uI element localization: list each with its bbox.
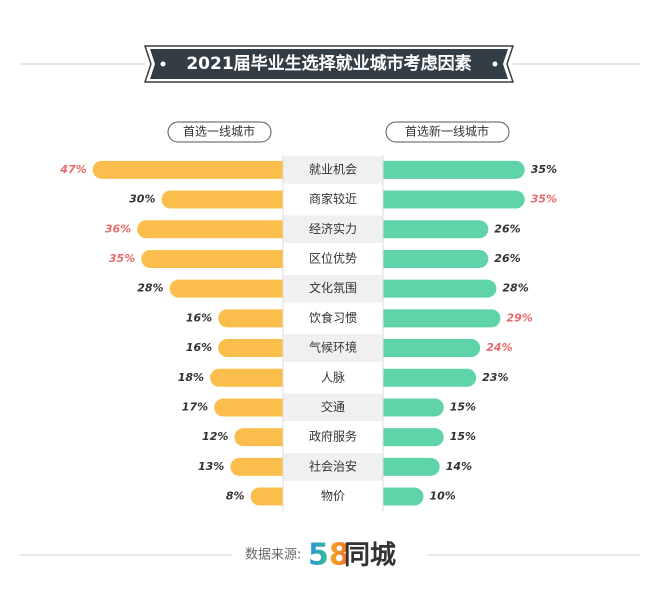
bar: [383, 428, 444, 447]
bar: [383, 457, 440, 476]
value-label: 13%: [198, 460, 224, 473]
category-cell: [283, 215, 383, 244]
category-label: 就业机会: [309, 162, 357, 176]
bar: [169, 279, 283, 298]
category-label: 物价: [321, 489, 345, 503]
legend-pill: [167, 121, 272, 143]
value-label: 16%: [186, 311, 212, 324]
value-label: 15%: [450, 400, 476, 413]
category-cell: [283, 185, 383, 214]
category-cell: [283, 453, 383, 481]
bar: [383, 220, 489, 239]
value-label: 30%: [129, 193, 155, 206]
bar: [383, 190, 525, 209]
value-label: 35%: [531, 163, 557, 176]
bar: [383, 160, 525, 179]
value-label: 23%: [482, 371, 508, 384]
value-label: 35%: [109, 252, 135, 265]
category-label: 文化氛围: [309, 280, 357, 295]
category-cell: [283, 304, 383, 333]
category-label: 饮食习惯: [309, 310, 357, 325]
bar: [137, 220, 283, 239]
banner: [150, 49, 508, 79]
source-label: 数据来源:: [245, 548, 301, 563]
bar: [218, 339, 283, 358]
legend-label: 首选新一线城市: [405, 124, 489, 139]
value-label: 8%: [226, 490, 245, 503]
bar: [383, 339, 481, 358]
value-label: 18%: [178, 371, 204, 384]
bar: [210, 368, 283, 387]
value-label: 12%: [202, 430, 228, 443]
dot: [492, 61, 498, 67]
category-cell: [283, 423, 383, 451]
value-label: 26%: [494, 252, 520, 265]
category-cell: [283, 363, 383, 392]
legend-pill: [385, 121, 510, 143]
category-label: 气候环境: [309, 340, 357, 355]
category-label: 人脉: [321, 369, 345, 384]
category-cell: [283, 245, 383, 273]
bar: [214, 398, 283, 417]
bar: [383, 398, 444, 417]
category-cell: [283, 482, 383, 511]
bar: [141, 249, 283, 268]
value-label: 24%: [486, 341, 512, 354]
bar: [92, 160, 283, 179]
bar: [218, 309, 283, 328]
value-label: 35%: [531, 193, 557, 206]
bar: [234, 428, 283, 447]
category-cell: [283, 156, 383, 184]
bar: [230, 457, 283, 476]
chart-title: 2021届毕业生选择就业城市考虑因素: [186, 53, 471, 74]
legend-label: 首选一线城市: [183, 124, 255, 139]
category-label: 政府服务: [309, 429, 357, 444]
category-label: 交通: [321, 399, 345, 414]
category-cell: [283, 334, 383, 362]
logo-text: 同城: [344, 541, 396, 571]
bar: [250, 487, 283, 506]
value-label: 36%: [105, 222, 131, 235]
bar: [161, 190, 283, 209]
logo-number: 58: [308, 538, 350, 573]
value-label: 16%: [186, 341, 212, 354]
value-label: 15%: [450, 430, 476, 443]
bar: [383, 368, 477, 387]
value-label: 47%: [59, 163, 86, 176]
category-cell: [283, 274, 383, 303]
category-label: 商家较近: [309, 191, 357, 206]
category-label: 区位优势: [309, 250, 357, 265]
bar: [383, 279, 497, 298]
category-cell: [283, 393, 383, 422]
dot: [160, 61, 166, 67]
value-label: 14%: [446, 460, 472, 473]
bar: [383, 249, 489, 268]
category-label: 经济实力: [309, 221, 357, 236]
value-label: 17%: [182, 400, 208, 413]
bar: [383, 309, 501, 328]
value-label: 28%: [502, 282, 528, 295]
value-label: 26%: [494, 222, 520, 235]
value-label: 29%: [506, 311, 532, 324]
bar: [383, 487, 424, 506]
category-label: 社会治安: [309, 458, 357, 473]
value-label: 10%: [430, 490, 456, 503]
value-label: 28%: [137, 282, 163, 295]
